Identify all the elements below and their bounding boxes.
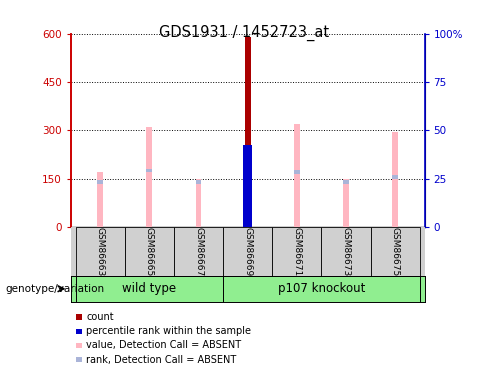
Bar	[343, 180, 349, 184]
Text: GSM86665: GSM86665	[145, 226, 154, 276]
Bar	[370, 227, 420, 276]
Bar	[322, 227, 370, 276]
Text: GSM86673: GSM86673	[342, 226, 350, 276]
Bar	[174, 227, 223, 276]
Bar	[392, 132, 398, 227]
Bar	[272, 227, 322, 276]
Bar	[97, 180, 103, 184]
Bar	[294, 124, 300, 227]
Bar	[244, 37, 251, 227]
Bar	[76, 276, 223, 302]
Bar	[294, 170, 300, 174]
Text: wild type: wild type	[122, 282, 177, 295]
Bar	[76, 328, 82, 334]
Text: genotype/variation: genotype/variation	[5, 284, 104, 294]
Bar	[97, 172, 103, 227]
Bar	[146, 169, 152, 172]
Text: value, Detection Call = ABSENT: value, Detection Call = ABSENT	[86, 340, 242, 350]
Bar	[196, 180, 202, 184]
Bar	[223, 227, 272, 276]
Bar	[243, 145, 252, 227]
Bar	[76, 314, 82, 320]
Bar	[196, 178, 202, 227]
Bar	[76, 227, 125, 276]
Text: GSM86671: GSM86671	[292, 226, 301, 276]
Bar	[76, 343, 82, 348]
Bar	[392, 175, 398, 179]
Bar	[76, 357, 82, 362]
Text: GSM86669: GSM86669	[243, 226, 252, 276]
Text: GSM86663: GSM86663	[96, 226, 105, 276]
Text: count: count	[86, 312, 114, 322]
Text: GSM86675: GSM86675	[390, 226, 400, 276]
Bar	[343, 178, 349, 227]
Text: GDS1931 / 1452723_at: GDS1931 / 1452723_at	[159, 24, 329, 40]
Bar	[223, 276, 420, 302]
Text: p107 knockout: p107 knockout	[278, 282, 365, 295]
Text: rank, Detection Call = ABSENT: rank, Detection Call = ABSENT	[86, 355, 237, 364]
Bar	[146, 127, 152, 227]
Text: percentile rank within the sample: percentile rank within the sample	[86, 326, 251, 336]
Bar	[125, 227, 174, 276]
Text: GSM86667: GSM86667	[194, 226, 203, 276]
